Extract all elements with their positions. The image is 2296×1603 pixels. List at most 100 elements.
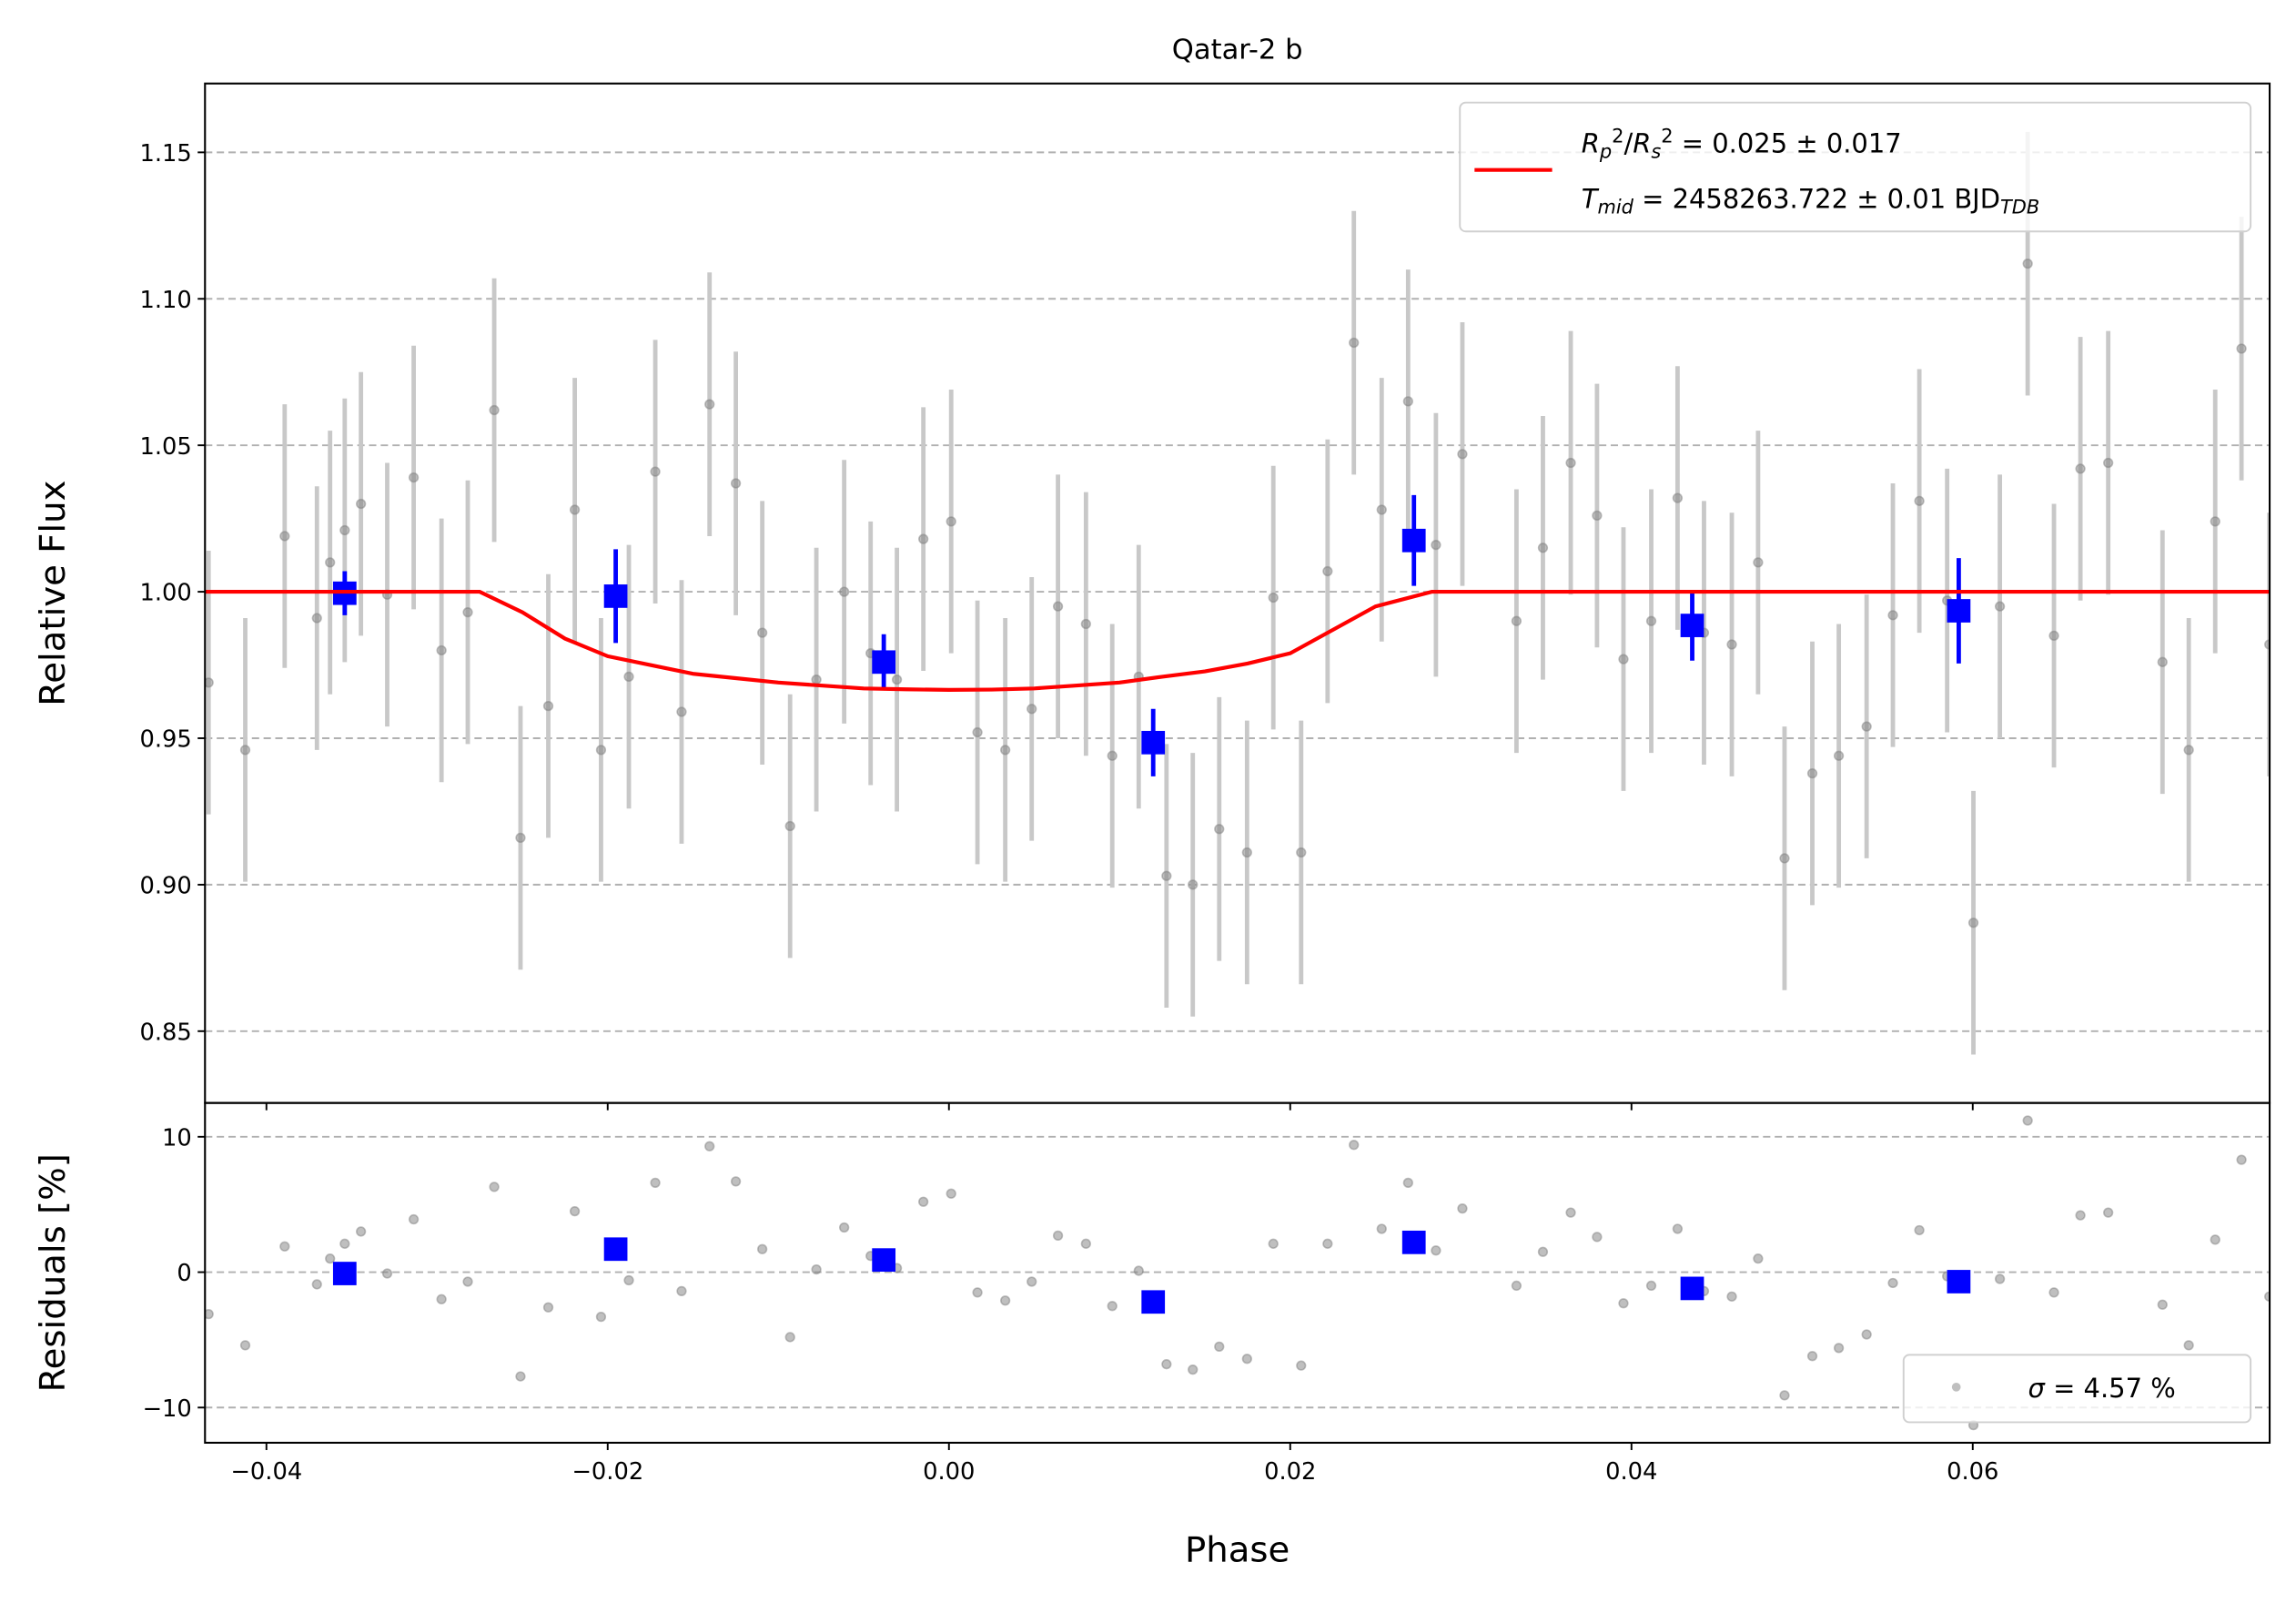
data-point [1994,1273,2006,1284]
data-point [325,1253,336,1264]
data-point [1133,1265,1144,1276]
legend-swatch [1951,1382,1961,1392]
data-point [757,1243,768,1254]
data-point [1994,601,2006,612]
data-point [1511,1280,1522,1292]
data-point [1268,1238,1279,1249]
data-point [2075,463,2086,474]
data-point [279,531,290,542]
data-point [1402,1177,1413,1189]
data-point [489,404,500,416]
data-point [311,1279,322,1290]
y-tick-label: 1.10 [139,287,191,314]
data-point [1000,745,1011,756]
x-axis-label: Phase [1185,1529,1290,1570]
legend-label: σ = 4.57 % [2028,1373,2176,1404]
data-point [1052,1230,1064,1242]
axes-frame [204,1101,2271,1444]
data-point [1672,492,1684,503]
data-point [1672,1223,1684,1234]
data-point [1296,847,1307,858]
y-tick-label: 0.95 [139,726,191,754]
data-point [1726,1291,1737,1302]
binned-point [872,650,896,675]
data-point [1214,1341,1225,1352]
data-point [2210,1234,2220,1245]
data-point [1107,1301,1118,1312]
legend-text-part: T [1582,184,1600,215]
binned-point [1947,599,1971,623]
data-point [623,1274,634,1286]
data-point [2022,259,2033,269]
plot-area [205,1115,2271,1431]
data-point [650,1177,661,1189]
legend-box [1902,1354,2252,1424]
y-tick-label: 0.90 [139,873,191,900]
data-point [784,1332,795,1343]
data-point [704,399,715,410]
legend-text-part: σ [2028,1373,2047,1404]
x-tick-label: −0.02 [571,1458,643,1486]
legend-label: Rp2/Rs2 = 0.025 ± 0.017 [1582,125,1902,163]
data-point [1322,1238,1333,1249]
binned-point [1401,1230,1426,1254]
binned-point [603,584,628,608]
data-point [623,671,634,683]
data-point [356,1226,367,1237]
data-point [1431,539,1441,551]
x-tick-label: 0.06 [1947,1458,1998,1486]
data-point [1376,1223,1387,1234]
data-point [1402,396,1413,407]
y-tick-label: −10 [142,1395,191,1423]
legend-text-part: p [1599,141,1612,163]
binned-point [1401,528,1426,553]
data-point [946,1188,956,1199]
data-point [595,1311,607,1323]
data-point [436,1294,447,1304]
data-point [239,1340,251,1351]
data-point [2103,1207,2114,1218]
data-point [811,1263,822,1275]
data-point [1511,615,1522,626]
data-point [356,498,367,510]
binned-point [1141,1290,1166,1314]
data-point [1565,457,1576,469]
data-point [1645,615,1657,626]
data-point [569,504,581,515]
legend-text-part: mid [1597,197,1633,218]
y-tick-label: 1.05 [139,433,191,461]
legend-text-part: = 4.57 % [2045,1373,2176,1404]
data-point [2022,1115,2033,1126]
data-point [730,1176,742,1187]
data-point [1806,1351,1818,1362]
legend-text-part: = 2458263.722 ± 0.01 BJD [1633,184,2000,215]
data-point [1537,543,1549,553]
data-point [1052,601,1064,612]
data-point [1618,654,1629,665]
data-point [1779,853,1790,864]
data-point [1188,1365,1199,1375]
data-point [339,1238,350,1249]
data-point [1887,610,1898,621]
data-point [2210,516,2220,527]
data-point [2236,1154,2247,1165]
data-point [1457,449,1468,460]
data-point [784,820,795,832]
data-point [1161,1359,1172,1370]
binned-point [1680,614,1704,637]
data-point [2157,656,2168,667]
legend-text-part: 2 [1661,125,1673,147]
legend-text-part: R [1633,127,1651,158]
data-point [515,1371,526,1382]
legend-label: Tmid = 2458263.722 ± 0.01 BJDTDB [1582,184,2039,218]
data-point [542,700,554,712]
x-tick-label: −0.04 [230,1458,302,1486]
y-tick-label: 1.00 [139,580,191,607]
data-point [1914,1224,1925,1236]
data-point [1322,565,1333,577]
data-point [839,586,850,597]
data-point [1861,1329,1872,1340]
data-point [704,1141,715,1152]
data-point [1861,721,1872,732]
